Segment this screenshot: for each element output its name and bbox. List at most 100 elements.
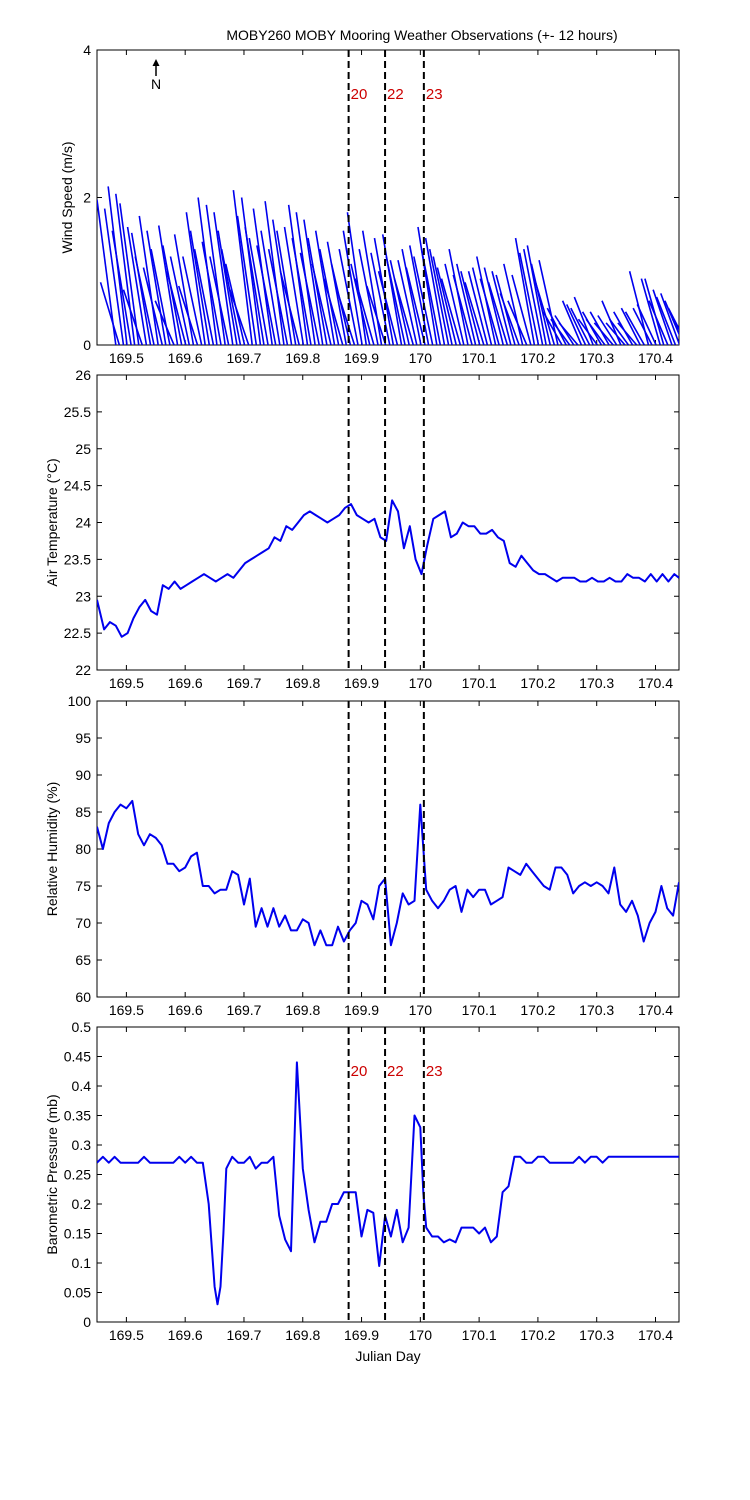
wind-stick — [354, 278, 375, 345]
wind-stick — [229, 289, 250, 345]
wind-stick — [401, 248, 422, 345]
wind-stick — [182, 256, 203, 345]
y-tick-label: 0.15 — [64, 1226, 91, 1242]
wind-stick — [283, 226, 305, 345]
y-tick-label: 0.2 — [72, 1196, 92, 1212]
wind-stick — [652, 289, 673, 345]
wind-stick — [440, 278, 462, 345]
y-tick-label: 2 — [83, 190, 91, 206]
wind-stick — [189, 230, 211, 345]
y-tick-label: 25.5 — [64, 404, 91, 420]
wind-stick — [499, 293, 520, 345]
x-axis-label: Julian Day — [355, 1348, 420, 1364]
wind-stick — [444, 263, 465, 345]
north-arrow-head — [152, 59, 160, 66]
wind-stick — [267, 248, 289, 345]
wind-stick — [342, 230, 363, 345]
x-tick-label: 170 — [409, 1327, 433, 1343]
event-label: 20 — [351, 1063, 368, 1080]
x-tick-label: 169.5 — [109, 1002, 144, 1018]
wind-stick — [326, 241, 348, 345]
wind-stick — [299, 252, 321, 345]
x-tick-label: 169.7 — [226, 1002, 261, 1018]
wind-stick — [291, 237, 312, 345]
data-area — [97, 186, 679, 345]
event-label: 20 — [351, 86, 368, 103]
y-tick-label: 24.5 — [64, 478, 91, 494]
wind-stick — [456, 263, 477, 345]
wind-stick — [577, 318, 598, 345]
wind-stick — [169, 256, 191, 345]
wind-stick — [530, 263, 552, 345]
y-tick-label: 23 — [75, 588, 91, 604]
x-tick-label: 170.3 — [579, 1002, 614, 1018]
wind-stick — [526, 245, 547, 345]
wind-stick — [193, 248, 215, 345]
wind-stick — [361, 230, 383, 345]
x-tick-label: 169.5 — [109, 350, 144, 366]
wind-stick — [232, 190, 253, 345]
wind-stick — [570, 307, 591, 345]
y-tick-label: 60 — [75, 989, 91, 1005]
data-line — [97, 799, 679, 947]
event-label: 22 — [387, 86, 404, 103]
y-tick-label: 100 — [68, 693, 92, 709]
wind-stick — [370, 252, 391, 345]
figure-title: MOBY260 MOBY Mooring Weather Observation… — [226, 27, 617, 43]
wind-stick — [209, 256, 230, 345]
barometric-pressure-panel: 169.5 169.6 169.7 169.8 169.9 170 170.1 170.2 17… — [44, 1019, 680, 1364]
x-tick-label: 169.6 — [168, 675, 203, 691]
wind-stick — [503, 263, 524, 345]
x-tick-label: 170.3 — [579, 675, 614, 691]
wind-stick — [397, 260, 418, 345]
event-label: 23 — [426, 1063, 443, 1080]
wind-stick — [467, 271, 489, 345]
x-tick-label: 169.5 — [109, 1327, 144, 1343]
wind-stick — [550, 318, 571, 345]
wind-stick — [166, 271, 187, 345]
wind-stick — [620, 307, 641, 345]
x-tick-label: 169.5 — [109, 675, 144, 691]
y-axis-label: Relative Humidity (%) — [44, 782, 60, 917]
wind-stick — [130, 232, 152, 345]
x-tick-label: 170.4 — [638, 675, 673, 691]
x-tick-label: 170.1 — [462, 1002, 497, 1018]
wind-stick — [146, 230, 167, 345]
wind-stick — [393, 278, 415, 345]
x-tick-label: 169.8 — [285, 675, 320, 691]
wind-stick — [417, 226, 438, 345]
x-tick-label: 169.8 — [285, 350, 320, 366]
wind-stick — [126, 226, 148, 345]
wind-stick — [157, 225, 179, 345]
wind-stick — [518, 252, 540, 345]
y-tick-label: 22.5 — [64, 625, 91, 641]
wind-stick — [460, 271, 481, 345]
wind-stick — [122, 289, 144, 345]
wind-stick — [307, 237, 328, 345]
x-tick-label: 169.9 — [344, 675, 379, 691]
x-tick-label: 170 — [409, 1002, 433, 1018]
wind-stick — [264, 201, 285, 345]
wind-stick — [201, 241, 222, 345]
x-tick-label: 170 — [409, 350, 433, 366]
wind-stick — [134, 256, 155, 345]
wind-stick — [303, 219, 324, 345]
wind-stick — [561, 300, 583, 345]
wind-stick — [507, 300, 528, 345]
relative-humidity-panel: 169.5 169.6 169.7 169.8 169.9 170 170.1 170.2 17… — [44, 693, 680, 1018]
wind-stick — [154, 300, 175, 345]
wind-stick — [640, 278, 661, 345]
event-label: 23 — [426, 86, 443, 103]
y-tick-label: 0.3 — [72, 1137, 92, 1153]
wind-stick — [428, 248, 450, 345]
wind-stick — [220, 248, 242, 345]
x-tick-label: 169.7 — [226, 675, 261, 691]
wind-stick — [111, 230, 132, 345]
wind-stick — [514, 237, 536, 345]
x-tick-label: 170.4 — [638, 350, 673, 366]
y-tick-label: 0.35 — [64, 1108, 91, 1124]
wind-stick — [648, 300, 669, 345]
x-tick-label: 170.1 — [462, 1327, 497, 1343]
y-tick-label: 90 — [75, 767, 91, 783]
wind-stick — [260, 230, 281, 345]
